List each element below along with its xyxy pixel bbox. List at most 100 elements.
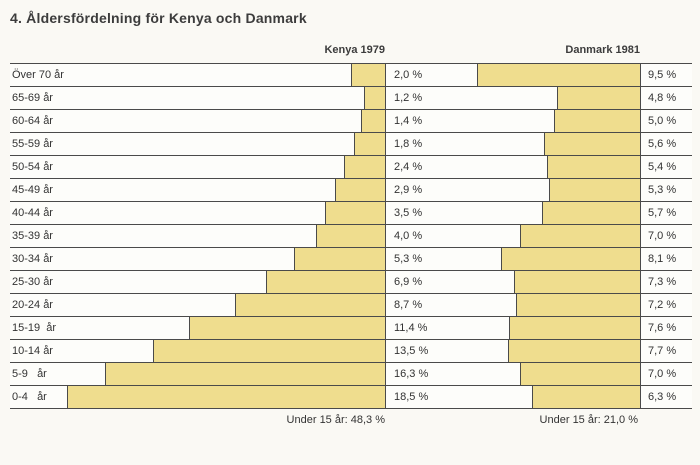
- danmark-bar: [544, 133, 640, 155]
- danmark-value-label: 8,1 %: [648, 253, 677, 265]
- summary-row: Under 15 år: 48,3 % Under 15 år: 21,0 %: [10, 414, 692, 430]
- age-group-label: 55-59 år: [12, 138, 53, 150]
- danmark-bar: [477, 64, 640, 86]
- kenya-bar: [153, 340, 385, 362]
- age-group-label: 65-69 år: [12, 92, 53, 104]
- table-row: 10-14 år 13,5 % 7,7 %: [10, 340, 692, 363]
- table-row: 5-9 år 16,3 % 7,0 %: [10, 363, 692, 386]
- danmark-bar: [520, 225, 640, 247]
- danmark-value-label: 5,0 %: [648, 115, 677, 127]
- danmark-bar: [520, 363, 640, 385]
- table-row: 65-69 år 1,2 % 4,8 %: [10, 87, 692, 110]
- kenya-bar: [354, 133, 385, 155]
- danmark-axis-line: [640, 64, 641, 409]
- danmark-value-label: 5,7 %: [648, 207, 677, 219]
- table-row: 25-30 år 6,9 % 7,3 %: [10, 271, 692, 294]
- danmark-value-label: 5,3 %: [648, 184, 677, 196]
- danmark-value-label: 5,4 %: [648, 161, 677, 173]
- age-group-label: 5-9 år: [12, 368, 47, 380]
- age-group-label: 50-54 år: [12, 161, 53, 173]
- age-group-label: 25-30 år: [12, 276, 53, 288]
- kenya-bar: [67, 386, 385, 408]
- danmark-value-label: 7,6 %: [648, 322, 677, 334]
- kenya-bar: [325, 202, 385, 224]
- summary-kenya-under15: Under 15 år: 48,3 %: [286, 414, 385, 426]
- kenya-bar: [351, 64, 385, 86]
- danmark-bar: [542, 202, 640, 224]
- kenya-bar: [361, 110, 385, 132]
- kenya-value-label: 5,3 %: [394, 253, 423, 265]
- kenya-bar: [335, 179, 385, 201]
- danmark-value-label: 7,7 %: [648, 345, 677, 357]
- kenya-value-label: 11,4 %: [394, 322, 428, 334]
- danmark-bar: [516, 294, 640, 316]
- age-group-label: 40-44 år: [12, 207, 53, 219]
- table-row: 15-19 år 11,4 % 7,6 %: [10, 317, 692, 340]
- kenya-value-label: 16,3 %: [394, 368, 429, 380]
- column-headers: Kenya 1979 Danmark 1981: [10, 44, 692, 61]
- chart-title: 4. Åldersfördelning för Kenya och Danmar…: [10, 10, 307, 26]
- age-group-label: 60-64 år: [12, 115, 53, 127]
- kenya-value-label: 1,2 %: [394, 92, 423, 104]
- danmark-bar: [547, 156, 640, 178]
- danmark-bar: [514, 271, 640, 293]
- kenya-value-label: 1,4 %: [394, 115, 423, 127]
- table-row: 40-44 år 3,5 % 5,7 %: [10, 202, 692, 225]
- kenya-value-label: 1,8 %: [394, 138, 423, 150]
- danmark-bar: [501, 248, 640, 270]
- kenya-value-label: 3,5 %: [394, 207, 423, 219]
- kenya-value-label: 2,4 %: [394, 161, 423, 173]
- age-group-label: 0-4 år: [12, 391, 47, 403]
- kenya-bar: [235, 294, 385, 316]
- column-header-danmark: Danmark 1981: [565, 44, 640, 56]
- kenya-bar: [364, 87, 385, 109]
- danmark-bar: [509, 317, 640, 339]
- summary-danmark-under15: Under 15 år: 21,0 %: [539, 414, 638, 426]
- danmark-value-label: 7,0 %: [648, 368, 677, 380]
- danmark-value-label: 6,3 %: [648, 391, 677, 403]
- table-row: 20-24 år 8,7 % 7,2 %: [10, 294, 692, 317]
- age-distribution-table: Över 70 år 2,0 % 9,5 % 65-69 år 1,2 % 4,8 % 60…: [10, 63, 692, 409]
- table-row: 60-64 år 1,4 % 5,0 %: [10, 110, 692, 133]
- danmark-bar: [508, 340, 640, 362]
- danmark-value-label: 5,6 %: [648, 138, 677, 150]
- danmark-value-label: 7,0 %: [648, 230, 677, 242]
- table-row: 30-34 år 5,3 % 8,1 %: [10, 248, 692, 271]
- danmark-bar: [557, 87, 640, 109]
- table-row: 35-39 år 4,0 % 7,0 %: [10, 225, 692, 248]
- table-row: Över 70 år 2,0 % 9,5 %: [10, 64, 692, 87]
- table-row: 50-54 år 2,4 % 5,4 %: [10, 156, 692, 179]
- kenya-axis-line: [385, 64, 386, 409]
- table-row: 0-4 år 18,5 % 6,3 %: [10, 386, 692, 409]
- kenya-bar: [189, 317, 385, 339]
- age-group-label: 20-24 år: [12, 299, 53, 311]
- kenya-value-label: 2,9 %: [394, 184, 423, 196]
- kenya-bar: [344, 156, 385, 178]
- age-group-label: 10-14 år: [12, 345, 53, 357]
- kenya-value-label: 13,5 %: [394, 345, 429, 357]
- danmark-bar: [549, 179, 640, 201]
- kenya-bar: [105, 363, 385, 385]
- kenya-bar: [316, 225, 385, 247]
- kenya-value-label: 4,0 %: [394, 230, 423, 242]
- kenya-value-label: 18,5 %: [394, 391, 429, 403]
- kenya-bar: [266, 271, 385, 293]
- age-group-label: 35-39 år: [12, 230, 53, 242]
- danmark-bar: [554, 110, 640, 132]
- danmark-value-label: 7,2 %: [648, 299, 677, 311]
- danmark-bar: [532, 386, 640, 408]
- table-row: 45-49 år 2,9 % 5,3 %: [10, 179, 692, 202]
- kenya-value-label: 8,7 %: [394, 299, 423, 311]
- kenya-bar: [294, 248, 385, 270]
- kenya-value-label: 6,9 %: [394, 276, 423, 288]
- kenya-value-label: 2,0 %: [394, 69, 423, 81]
- column-header-kenya: Kenya 1979: [324, 44, 385, 56]
- table-row: 55-59 år 1,8 % 5,6 %: [10, 133, 692, 156]
- age-group-label: 15-19 år: [12, 322, 57, 334]
- age-group-label: 45-49 år: [12, 184, 53, 196]
- danmark-value-label: 7,3 %: [648, 276, 677, 288]
- age-group-label: 30-34 år: [12, 253, 53, 265]
- danmark-value-label: 9,5 %: [648, 69, 677, 81]
- age-group-label: Över 70 år: [12, 69, 64, 81]
